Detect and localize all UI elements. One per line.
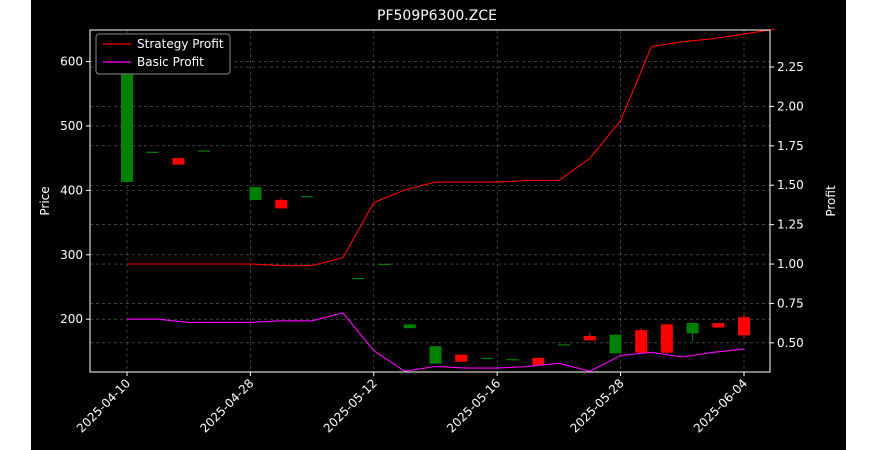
x-tick-label: 2025-05-16 bbox=[444, 376, 503, 435]
y-right-tick-label: 2.25 bbox=[777, 60, 804, 74]
candle-body bbox=[712, 323, 725, 328]
candle-body bbox=[660, 324, 673, 353]
y-right-tick-label: 1.00 bbox=[777, 257, 804, 271]
grid bbox=[90, 30, 770, 372]
y-right-tick-label: 1.25 bbox=[777, 218, 804, 232]
chart-title: PF509P6300.ZCE bbox=[377, 8, 497, 24]
x-tick-label: 2025-04-10 bbox=[74, 376, 133, 435]
candle-body bbox=[352, 277, 365, 280]
x-tick-label: 2025-05-28 bbox=[568, 376, 627, 435]
candle-body bbox=[172, 158, 185, 165]
candles bbox=[121, 35, 750, 366]
candle-body bbox=[403, 324, 416, 329]
series-line bbox=[127, 28, 775, 267]
candle-body bbox=[635, 330, 648, 353]
candle-body bbox=[558, 344, 571, 346]
candle-body bbox=[249, 187, 262, 201]
y-axis-right-label: Profit bbox=[824, 185, 838, 217]
figure: PF509P6300.ZCE 2025-04-10 2025-04-28 2025-… bbox=[31, 0, 846, 450]
candle-body bbox=[506, 359, 519, 361]
x-tick-label: 2025-04-28 bbox=[197, 376, 256, 435]
y-left-tick-label: 600 bbox=[60, 55, 83, 69]
series-line bbox=[127, 312, 745, 372]
candle-body bbox=[300, 196, 313, 198]
y-right-tick-label: 0.50 bbox=[777, 336, 804, 350]
y-right-tick-label: 1.50 bbox=[777, 178, 804, 192]
legend-basic-label: Basic Profit bbox=[137, 55, 204, 69]
candle-body bbox=[532, 357, 545, 366]
candle-body bbox=[686, 323, 699, 334]
y-right-tick-label: 0.75 bbox=[777, 296, 804, 310]
y-left-tick-label: 400 bbox=[60, 183, 83, 197]
y-left-tick-label: 500 bbox=[60, 119, 83, 133]
legend: Strategy Profit Basic Profit bbox=[95, 33, 231, 75]
y-right-tick-label: 1.75 bbox=[777, 139, 804, 153]
y-left-tick-label: 300 bbox=[60, 248, 83, 262]
candle-body bbox=[455, 354, 468, 362]
y-left-tick-label: 200 bbox=[60, 312, 83, 326]
candle-body bbox=[146, 151, 159, 153]
candle-body bbox=[378, 263, 391, 265]
profit-lines bbox=[127, 28, 775, 372]
y-axis-right: 0.50 0.75 1.00 1.25 1.50 1.75 2.00 2.25 bbox=[770, 60, 804, 350]
candle-body bbox=[738, 317, 750, 336]
y-axis-left: 200 300 400 500 600 bbox=[60, 55, 90, 326]
x-tick-label: 2025-06-04 bbox=[691, 376, 750, 435]
candle-body bbox=[198, 150, 211, 152]
legend-strategy-label: Strategy Profit bbox=[137, 37, 224, 51]
candle-body bbox=[275, 200, 288, 209]
candle-body bbox=[583, 335, 596, 341]
x-tick-label: 2025-05-12 bbox=[321, 376, 380, 435]
x-axis: 2025-04-10 2025-04-28 2025-05-12 2025-05-16… bbox=[74, 372, 750, 435]
y-axis-left-label: Price bbox=[38, 186, 52, 215]
candle-body bbox=[429, 346, 442, 364]
plot-frame bbox=[89, 29, 771, 373]
candle-body bbox=[609, 334, 622, 354]
candlestick-chart: PF509P6300.ZCE 2025-04-10 2025-04-28 2025-… bbox=[38, 8, 838, 435]
y-right-tick-label: 2.00 bbox=[777, 99, 804, 113]
candle-body bbox=[480, 357, 493, 360]
